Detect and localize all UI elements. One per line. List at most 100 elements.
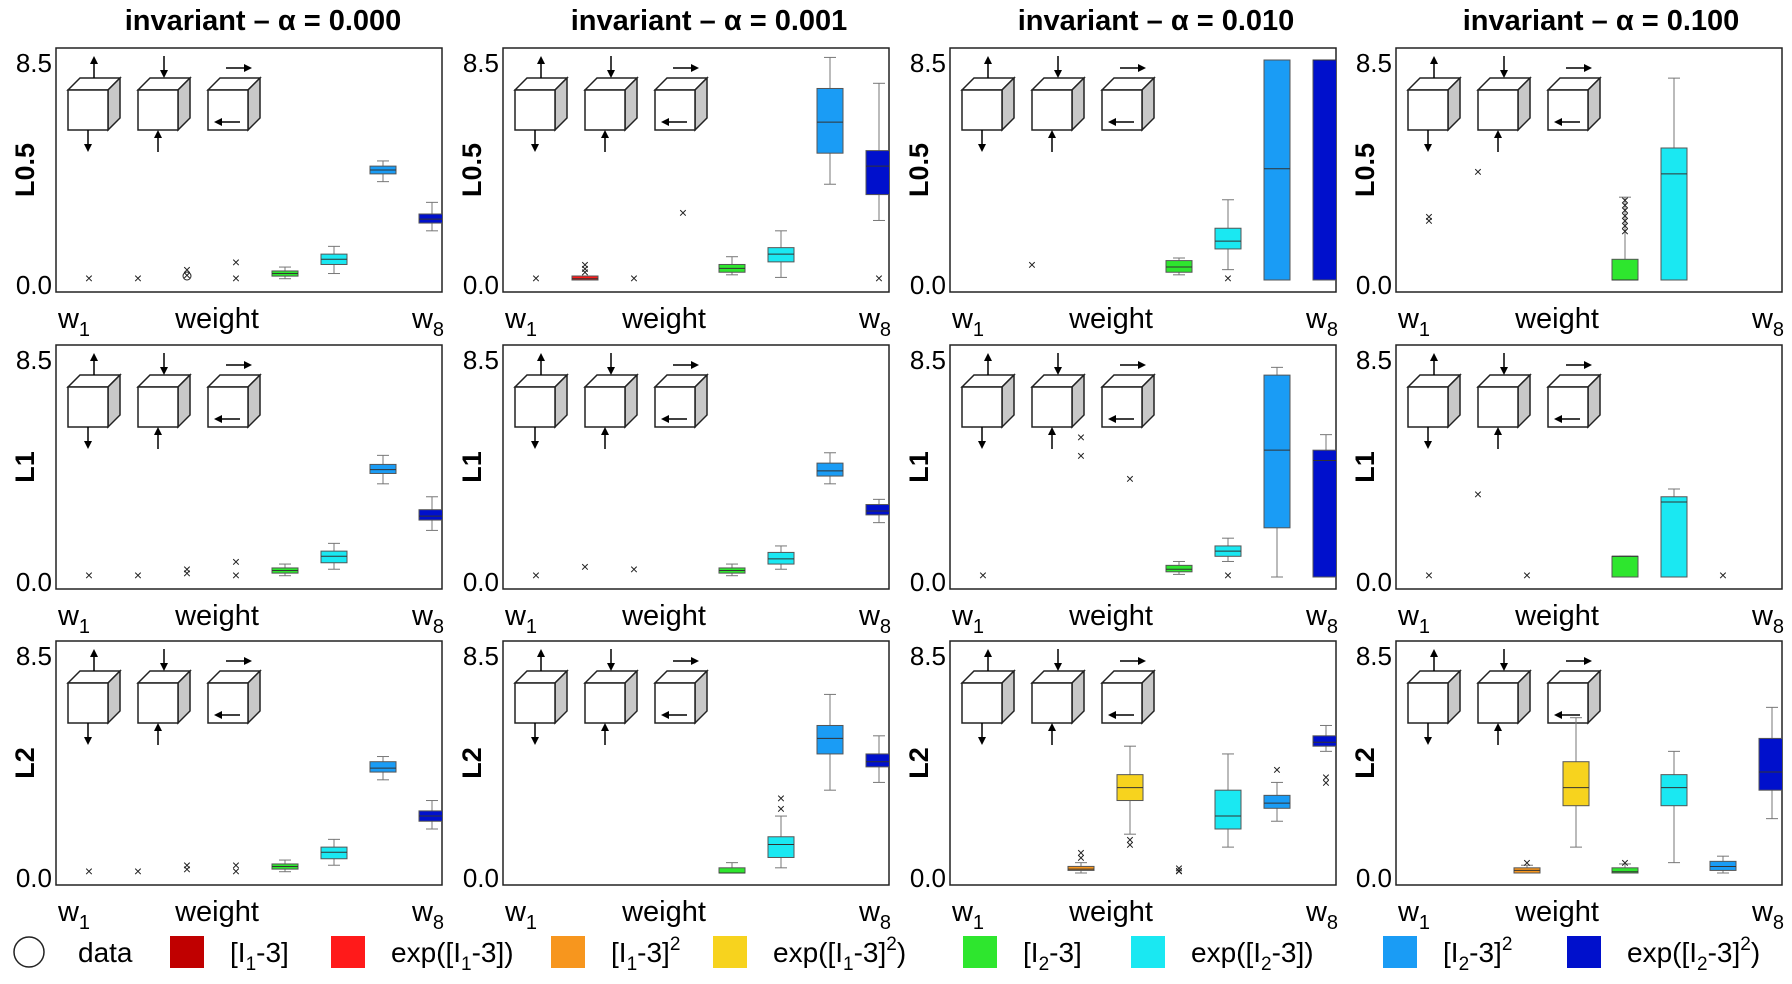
box-exp(I2-3) [1214,753,1242,848]
x-label-weight: weight [1068,303,1153,335]
box-exp(I2-3) [767,815,795,869]
outlier-mark: × [1077,429,1085,445]
x-label-w1: w1 [57,303,90,341]
panel-l05-col1: × × ×× ××8.50.0L0.5w1 weight w8 [10,47,444,341]
outlier-mark: × [1028,256,1036,272]
outlier-mark: × [1474,486,1482,502]
box-(I1-3)^2 [1067,862,1095,874]
box-body [865,150,889,196]
outlier-mark: × [232,553,240,569]
box-body [1214,227,1242,250]
loading-mode-icons [1406,353,1602,449]
box-I2-3 [1165,560,1193,575]
y-tick-max: 8.5 [463,641,499,671]
column-title: invariant – α = 0.100 [1463,5,1740,37]
box-exp(I2-3) [767,545,795,570]
y-tick-min: 0.0 [910,270,946,300]
column-titles: invariant – α = 0.000 invariant – α = 0.… [125,5,1740,37]
outlier-mark: × [1621,202,1629,218]
row-label: L2 [904,747,934,779]
box-body [1165,564,1193,573]
y-tick-min: 0.0 [1356,863,1392,893]
row-label: L0.5 [1350,143,1380,197]
loading-mode-icons [960,56,1156,152]
box-(I2-3)^2 [1263,59,1291,281]
box-(I2-3)^2 [1263,366,1291,578]
x-label-w8: w8 [1751,303,1784,341]
x-label-w8: w8 [1305,896,1338,934]
box-body [1709,860,1737,871]
legend-item-exp((I1-3)^2): exp([I1-3]2) [713,934,906,975]
box-body [1611,555,1639,578]
y-tick-min: 0.0 [910,863,946,893]
legend-label: exp([I2-3]2) [1627,934,1760,975]
panel-l05-col2: × ××××××8.50.0L0.5w1 weight w8 [457,47,891,341]
box-exp(I2-3) [1660,750,1688,864]
box-exp(I1-3) [571,275,599,281]
legend-label: exp([I1-3]) [391,937,514,975]
row-label: L2 [10,747,40,779]
outlier-mark: × [1621,218,1629,234]
row-label: L1 [457,451,487,483]
outlier-mark: × [1474,163,1482,179]
box-body [865,504,889,516]
outlier-mark: × [1126,471,1134,487]
legend-label: exp([I1-3]2) [773,934,906,975]
x-label-weight: weight [1068,896,1153,928]
loading-mode-icons [960,649,1156,745]
row-label: L1 [1350,451,1380,483]
box-(I2-3)^2 [816,56,844,185]
y-tick-max: 8.5 [910,641,946,671]
outlier-mark: × [875,270,883,286]
x-label-w8: w8 [1305,600,1338,638]
outlier-mark: × [85,863,93,879]
box-exp((I2-3)^2) [418,496,442,531]
panel-l2-col2: ×× 8.5 0.0 L2 w1 weight w8 [457,640,891,934]
outlier-mark: × [1175,863,1183,879]
outlier-mark: × [183,561,191,577]
legend-item-I2-3: [I2-3] [963,936,1082,975]
y-tick-min: 0.0 [463,567,499,597]
outlier-mark: × [777,790,785,806]
box-exp((I1-3)^2) [1116,745,1144,835]
box-body [1562,761,1590,807]
outlier-mark: × [1224,567,1232,583]
outlier-mark: × [1523,567,1531,583]
outlier-mark: × [581,256,589,272]
outlier-mark: × [1077,849,1085,865]
x-label-w1: w1 [951,303,984,341]
box-body [320,846,348,860]
legend-swatch [170,936,204,968]
box-exp((I2-3)^2) [1312,59,1336,281]
outlier-mark: × [777,800,785,816]
outlier-mark: × [1077,447,1085,463]
box-I2-3 [1611,863,1639,874]
x-label-w1: w1 [951,896,984,934]
box-body [767,551,795,565]
box-body [1214,789,1242,830]
outlier-mark: × [183,861,191,877]
outlier-mark: × [1126,837,1134,853]
legend-item-(I1-3)^2: [I1-3]2 [551,934,680,975]
x-label-w8: w8 [858,303,891,341]
box-body [1263,59,1291,281]
data-point [182,271,192,281]
x-label-w1: w1 [504,600,537,638]
y-tick-min: 0.0 [16,270,52,300]
x-label-w8: w8 [1751,896,1784,934]
box-exp(I2-3) [1214,537,1242,562]
outlier-mark: × [183,857,191,873]
x-label-w1: w1 [57,896,90,934]
loading-mode-icons [1406,649,1602,745]
column-title: invariant – α = 0.000 [125,5,402,37]
x-label-w1: w1 [1397,600,1430,638]
row-label: L2 [457,747,487,779]
x-label-weight: weight [1514,303,1599,335]
box-exp(I2-3) [1660,488,1688,578]
panel-l1-col2: × × × 8.5 0.0 L1 w1 weight w8 [457,344,891,638]
box-exp((I2-3)^2) [418,800,442,830]
box-(I2-3)^2 [369,454,397,485]
column-title: invariant – α = 0.001 [571,5,848,37]
legend-label: [I1-3] [230,937,289,975]
